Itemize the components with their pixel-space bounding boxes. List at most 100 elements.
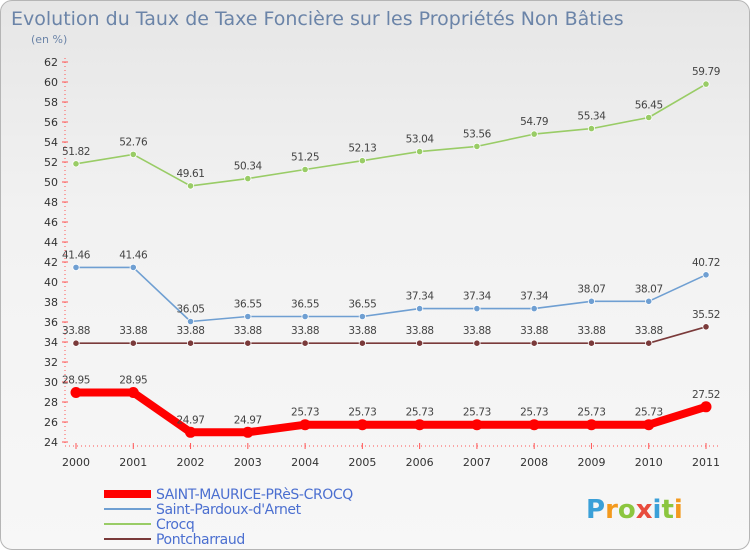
data-label: 37.34 (406, 291, 435, 303)
data-label: 51.25 (291, 152, 319, 164)
series-line (75, 266, 707, 323)
data-point (301, 165, 309, 174)
data-label: 33.88 (406, 325, 434, 337)
data-label: 49.61 (177, 168, 205, 180)
data-point (301, 339, 309, 347)
data-point (244, 175, 252, 183)
data-point (528, 419, 540, 431)
series-line (75, 83, 707, 187)
series-3: 33.88 33.88 33.88 33.88 33.88 33.88 33.88 33.88… (62, 309, 720, 347)
data-point (702, 271, 710, 279)
data-point (358, 312, 366, 321)
data-point (473, 142, 481, 150)
data-label: 33.88 (520, 325, 548, 337)
data-label: 33.88 (577, 325, 605, 337)
series-2: 51.82 52.76 49.61 50.34 51.25 52.13 53.04 53.56… (62, 66, 720, 190)
logo-letter: x (636, 495, 653, 525)
data-label: 33.88 (348, 325, 376, 337)
y-tick-label: 24 (44, 436, 58, 449)
chart-title: Evolution du Taux de Taxe Foncière sur l… (11, 8, 624, 30)
data-label: 27.52 (692, 389, 720, 401)
y-tick-label: 46 (44, 216, 58, 229)
data-point (358, 157, 366, 165)
y-tick-label: 62 (44, 56, 58, 69)
data-label: 51.82 (62, 146, 90, 158)
legend-label: SAINT-MAURICE-PRèS-CROCQ (156, 487, 353, 503)
x-tick-label: 2000 (62, 456, 90, 469)
data-point (186, 339, 195, 347)
legend-label: Pontcharraud (156, 532, 245, 548)
data-label: 33.88 (234, 325, 262, 337)
y-tick-label: 40 (44, 276, 58, 289)
series-line (72, 388, 710, 437)
data-label: 25.73 (406, 407, 434, 419)
y-tick-label: 26 (44, 416, 58, 429)
data-point (301, 312, 309, 321)
data-label: 52.76 (119, 136, 148, 148)
data-label: 28.95 (62, 375, 90, 387)
y-tick-label: 48 (44, 196, 58, 209)
data-point (416, 339, 424, 347)
data-point (587, 339, 596, 347)
data-label: 36.55 (234, 299, 262, 311)
data-point (244, 312, 252, 321)
logo-letter: t (661, 495, 673, 525)
data-point (72, 160, 80, 168)
y-tick-label: 30 (44, 376, 58, 389)
x-tick-label: 2001 (119, 456, 147, 469)
series-1: 41.46 41.46 36.05 36.55 36.55 36.55 37.34 37.34… (62, 249, 720, 326)
logo-letter: o (618, 495, 636, 525)
x-tick-label: 2007 (463, 456, 491, 469)
data-label: 33.88 (291, 325, 319, 337)
data-point (702, 323, 710, 331)
data-label: 25.73 (463, 407, 491, 419)
data-point (244, 339, 252, 347)
data-label: 37.34 (520, 291, 549, 303)
y-tick-label: 52 (44, 156, 58, 169)
data-label: 25.73 (348, 407, 376, 419)
data-label: 28.95 (119, 375, 147, 387)
data-label: 38.07 (577, 283, 605, 295)
y-tick-label: 34 (44, 336, 58, 349)
data-point (416, 148, 424, 156)
data-label: 54.79 (520, 116, 548, 128)
y-tick-label: 50 (44, 176, 58, 189)
data-point (186, 317, 195, 326)
data-label: 55.34 (577, 111, 606, 123)
x-tick-label: 2006 (406, 456, 434, 469)
y-tick-label: 36 (44, 316, 58, 329)
y-tick-label: 38 (44, 296, 58, 309)
x-tick-label: 2008 (520, 456, 548, 469)
y-tick-label: 42 (44, 256, 58, 269)
data-point (356, 419, 368, 431)
data-point (416, 304, 424, 313)
data-label: 25.73 (577, 407, 605, 419)
x-tick-label: 2004 (291, 456, 319, 469)
data-label: 50.34 (234, 161, 263, 173)
data-point (530, 304, 538, 313)
y-tick-label: 32 (44, 356, 58, 369)
data-point (473, 339, 481, 347)
data-point (129, 150, 137, 158)
data-point (72, 339, 80, 347)
series-layer: 28.95 28.95 24.97 24.97 25.73 25.73 25.73 25.73… (62, 66, 720, 438)
data-point (70, 387, 82, 398)
data-label: 36.05 (177, 304, 205, 316)
legend-item: Pontcharraud (104, 532, 245, 548)
data-point (530, 339, 538, 347)
data-point (471, 419, 483, 431)
data-label: 59.79 (692, 66, 720, 78)
data-label: 53.56 (463, 128, 492, 140)
data-label: 36.55 (348, 299, 376, 311)
data-point (702, 80, 710, 88)
axes: 24 26 28 30 32 34 36 38 40 42 44 46 48 50 52 54 56 58 60 62… (44, 56, 720, 469)
data-point (127, 387, 139, 398)
data-label: 38.07 (635, 283, 663, 295)
data-point (414, 419, 426, 431)
legend-item: Saint-Pardoux-d'Arnet (104, 502, 302, 518)
data-label: 52.13 (348, 143, 376, 155)
data-label: 36.55 (291, 299, 319, 311)
data-point (645, 113, 653, 122)
